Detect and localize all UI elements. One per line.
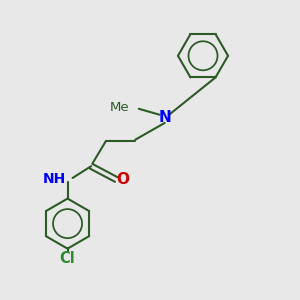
- Text: NH: NH: [43, 172, 66, 186]
- Text: O: O: [116, 172, 129, 187]
- Text: N: N: [158, 110, 171, 125]
- Text: Me: Me: [110, 101, 129, 114]
- Text: Cl: Cl: [60, 251, 75, 266]
